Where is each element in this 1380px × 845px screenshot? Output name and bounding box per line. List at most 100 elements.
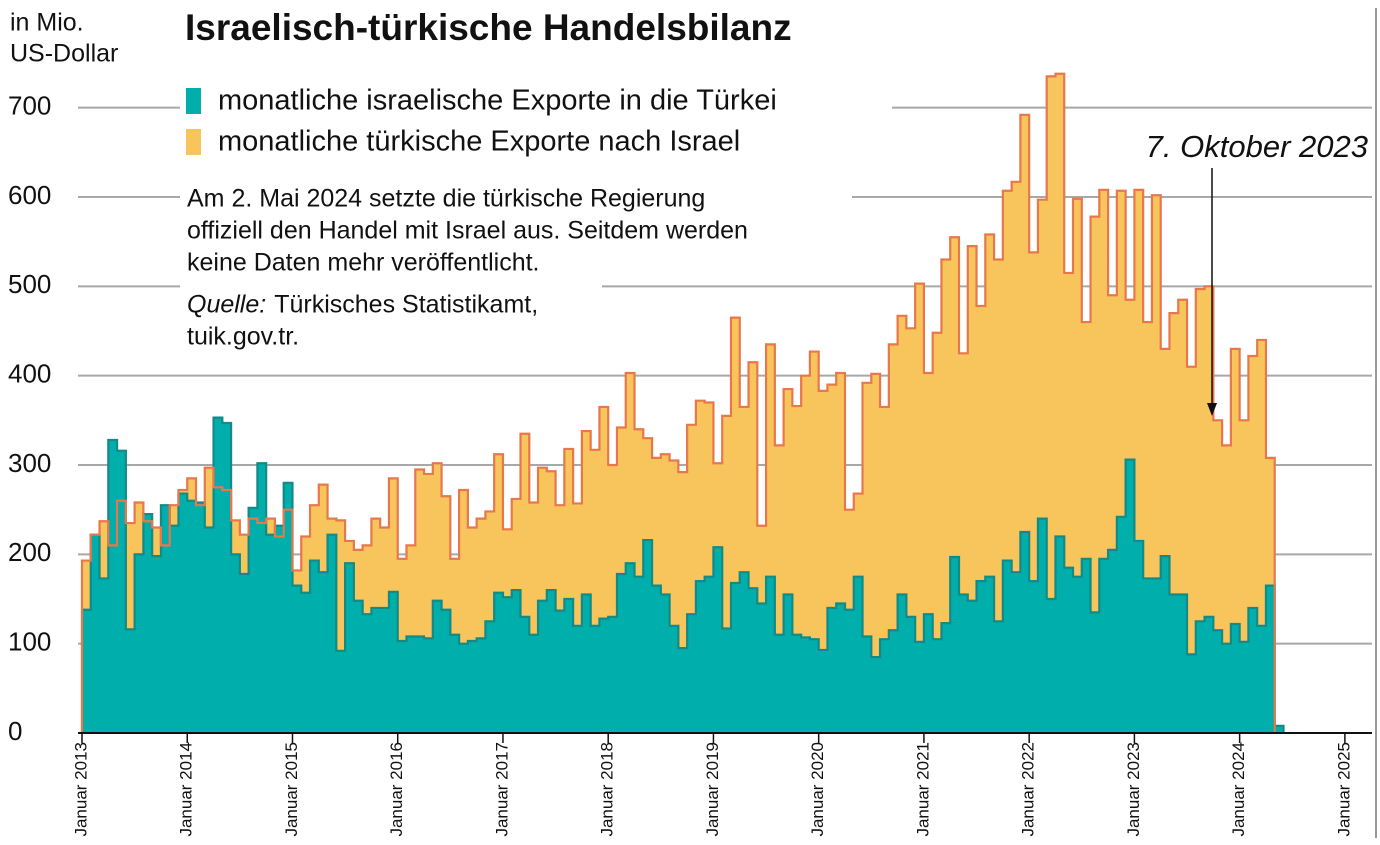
bar	[476, 638, 486, 733]
source: Türkisches Statistikamt,	[274, 291, 538, 319]
bar	[1108, 549, 1118, 733]
bar	[678, 472, 688, 733]
bar	[336, 520, 346, 733]
bar	[1020, 532, 1030, 733]
bar	[222, 423, 232, 733]
x-tick-label: Januar 2016	[387, 742, 406, 837]
bar	[90, 534, 100, 733]
bar	[590, 625, 600, 733]
bar	[1274, 725, 1284, 733]
y-tick-label: 200	[8, 537, 51, 567]
x-tick-label: Januar 2015	[282, 742, 301, 837]
bar	[1081, 558, 1091, 733]
bar	[573, 625, 583, 733]
bar	[424, 638, 434, 733]
bar	[713, 547, 723, 733]
bar	[1116, 190, 1127, 733]
bar	[152, 556, 162, 733]
bar	[1195, 621, 1205, 733]
bar	[1099, 189, 1109, 733]
x-tick-label: Januar 2023	[1124, 742, 1143, 837]
bar	[573, 503, 583, 733]
bar	[485, 621, 495, 733]
step-outline	[80, 416, 1285, 733]
bar	[204, 527, 214, 733]
bar	[950, 237, 960, 733]
bar	[888, 630, 899, 733]
bar	[687, 614, 697, 733]
bar	[143, 514, 153, 733]
bar	[1029, 581, 1039, 733]
bar	[1125, 459, 1135, 733]
bar	[125, 629, 136, 733]
bar	[1064, 567, 1074, 733]
legend-label: monatliche israelische Exporte in die Tü…	[218, 85, 777, 117]
bar	[1213, 420, 1223, 733]
bar	[1073, 198, 1083, 733]
note-bg	[180, 174, 852, 272]
bar	[424, 473, 434, 733]
bar	[704, 576, 714, 733]
bar	[529, 634, 539, 733]
source-bg	[180, 272, 602, 356]
bar	[1108, 295, 1118, 733]
bar	[774, 445, 784, 733]
bar	[608, 616, 618, 733]
bar	[599, 406, 609, 733]
bar	[730, 582, 741, 733]
bar	[1213, 630, 1223, 733]
bar	[1134, 540, 1144, 733]
source-label: Quelle:	[187, 291, 266, 319]
bar	[959, 594, 969, 733]
bar	[1055, 536, 1065, 733]
bar	[388, 591, 399, 733]
bar	[1248, 356, 1258, 733]
bar	[748, 588, 758, 733]
bar	[871, 373, 881, 733]
bar	[608, 465, 618, 733]
bar	[932, 332, 942, 733]
bar	[967, 246, 977, 733]
bar	[739, 572, 749, 733]
bar	[722, 415, 732, 733]
bar	[950, 557, 960, 733]
bar	[748, 362, 758, 733]
bar	[1099, 558, 1109, 733]
bar	[827, 384, 837, 733]
bar	[1029, 252, 1039, 734]
bar	[1037, 518, 1048, 733]
bar	[695, 581, 706, 733]
x-tick-label: Januar 2020	[808, 742, 827, 837]
bar	[625, 563, 635, 733]
bar	[818, 390, 828, 733]
bar	[923, 372, 934, 733]
note: Am 2. Mai 2024 setzte die türkische Regi…	[187, 185, 705, 213]
x-tick-label: Januar 2021	[913, 742, 932, 837]
bar	[318, 572, 328, 733]
bar	[1151, 578, 1162, 733]
bar	[1073, 576, 1083, 733]
bar	[1002, 190, 1013, 733]
bar	[959, 353, 969, 733]
bar	[1090, 216, 1100, 734]
note: offiziell den Handel mit Israel aus. Sei…	[187, 217, 748, 245]
bar	[783, 389, 793, 733]
bar	[511, 590, 521, 733]
bar	[915, 283, 925, 733]
bar	[467, 527, 478, 733]
bar	[274, 525, 285, 733]
note: keine Daten mehr veröffentlicht.	[187, 249, 540, 277]
bar	[520, 616, 530, 733]
bar	[283, 482, 293, 733]
bar	[1116, 516, 1127, 733]
bar	[125, 523, 136, 733]
bar	[836, 372, 846, 733]
bar	[792, 406, 802, 733]
bar	[196, 502, 206, 733]
bar	[906, 616, 916, 733]
y-axis-label: US-Dollar	[10, 40, 118, 68]
bar	[371, 607, 381, 733]
bar	[941, 623, 951, 733]
bar	[836, 603, 846, 733]
